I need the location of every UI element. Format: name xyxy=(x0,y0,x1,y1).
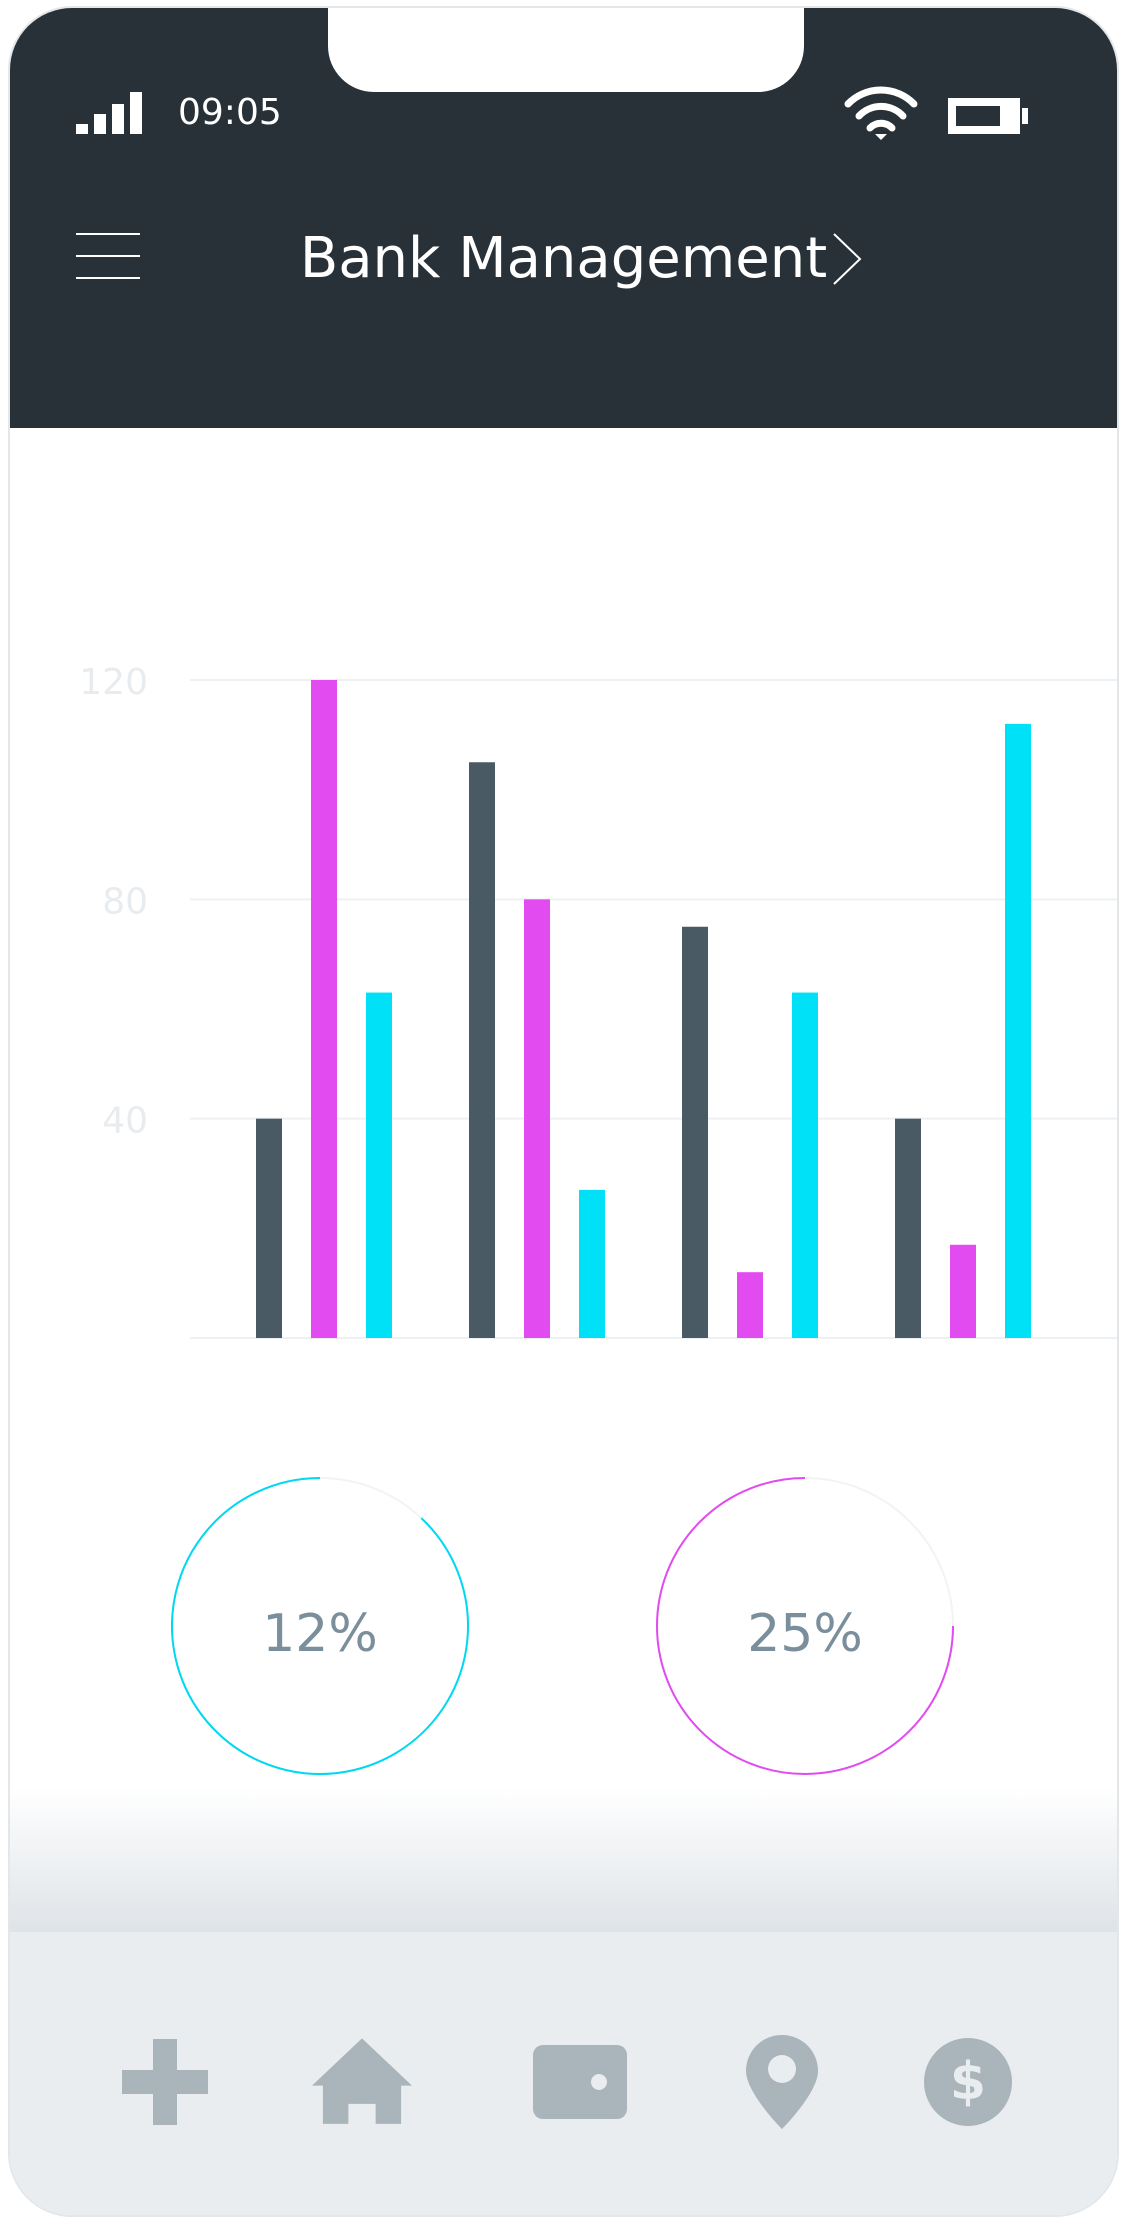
donut-ring xyxy=(656,1477,954,1775)
bar-chart: 40 80 120 xyxy=(79,662,1117,1339)
nav-shadow-fade xyxy=(10,1788,1117,1938)
wallet-icon xyxy=(533,2045,627,2119)
y-tick-label: 80 xyxy=(102,881,148,922)
donut-12-percent: 12% xyxy=(170,1476,470,1776)
bottom-nav-bar: $ xyxy=(10,1932,1117,2215)
plus-icon xyxy=(122,2039,208,2125)
bar-series-2-group-2 xyxy=(792,992,818,1338)
donut-arc xyxy=(171,1477,469,1775)
donut-25-percent: 25% xyxy=(655,1476,955,1776)
bar-series-1-group-3 xyxy=(950,1244,976,1338)
bar-series-1-group-0 xyxy=(311,680,337,1338)
donut-label: 12% xyxy=(262,1604,378,1664)
hamburger-menu-icon[interactable] xyxy=(76,230,140,282)
bar-series-0-group-0 xyxy=(256,1118,282,1338)
bar-series-0-group-3 xyxy=(895,1118,921,1338)
nav-add-button[interactable] xyxy=(115,2032,215,2132)
bar-series-2-group-0 xyxy=(366,992,392,1338)
nav-location-button[interactable] xyxy=(732,2032,832,2132)
phone-frame: 09:05 Bank Management 40 80 120 12% 25% xyxy=(8,6,1119,2217)
nav-payments-button[interactable]: $ xyxy=(918,2032,1018,2132)
chevron-right-icon[interactable] xyxy=(830,230,866,288)
wifi-icon xyxy=(844,86,918,140)
bar-series-1-group-2 xyxy=(737,1272,763,1338)
y-tick-label: 40 xyxy=(102,1101,148,1142)
nav-home-button[interactable] xyxy=(312,2032,412,2132)
battery-icon xyxy=(948,98,1028,134)
svg-text:$: $ xyxy=(950,2052,986,2112)
donut-label: 25% xyxy=(747,1604,863,1664)
bar-series-1-group-1 xyxy=(524,899,550,1338)
donut-arc xyxy=(656,1477,954,1775)
donut-ring xyxy=(171,1477,469,1775)
page-title: Bank Management xyxy=(299,226,828,291)
signal-bars-icon xyxy=(76,92,142,134)
device-notch xyxy=(328,8,804,92)
home-icon xyxy=(312,2038,412,2124)
location-pin-icon xyxy=(746,2035,818,2129)
nav-wallet-button[interactable] xyxy=(530,2032,630,2132)
dollar-coin-icon: $ xyxy=(924,2038,1012,2126)
bar-series-0-group-2 xyxy=(682,926,708,1338)
bar-series-0-group-1 xyxy=(469,762,495,1338)
y-tick-label: 120 xyxy=(79,662,148,703)
status-time: 09:05 xyxy=(178,92,282,133)
bar-series-2-group-1 xyxy=(579,1189,605,1338)
app-header: 09:05 Bank Management xyxy=(10,8,1117,428)
bar-series-2-group-3 xyxy=(1005,723,1031,1338)
